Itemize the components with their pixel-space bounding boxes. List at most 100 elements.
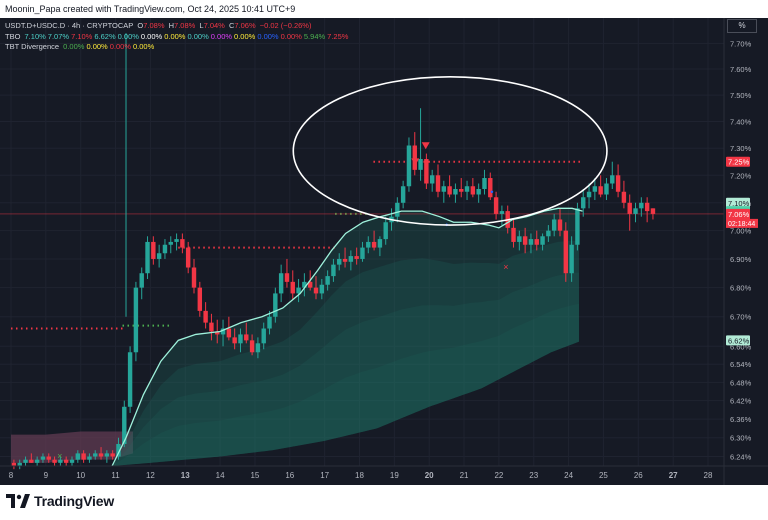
legend-tbo-value: 7.07% <box>47 31 70 41</box>
candle-body <box>517 236 522 242</box>
candle-body <box>650 208 656 214</box>
candle-body <box>220 328 226 335</box>
price-scale[interactable] <box>724 18 768 485</box>
candle-body <box>395 202 400 217</box>
signal-marker: ● <box>490 189 494 195</box>
legend-tbo-value: 7.10% <box>24 31 46 41</box>
candle-body <box>302 281 307 288</box>
candle-body <box>226 328 232 338</box>
legend-tbo-value: 0.00% <box>280 31 302 41</box>
signal-marker: × <box>57 451 62 461</box>
legend-tbt-value: 0.00% <box>109 42 131 51</box>
candle-body <box>325 276 330 285</box>
chart-header: Moonin_Papa created with TradingView.com… <box>0 0 768 18</box>
legend-tbt-value: 0.00% <box>63 42 85 51</box>
candle-body <box>162 244 168 254</box>
time-tick-label: 26 <box>634 471 643 480</box>
time-tick-label: 27 <box>669 471 678 480</box>
candle-body <box>255 343 261 353</box>
candle-body <box>145 241 150 274</box>
candle-body <box>307 281 313 288</box>
chart-area[interactable]: USDT.D+USDC.D · 4h · CRYPTOCAP O7.08% H7… <box>0 18 768 485</box>
candle-body <box>215 331 220 335</box>
legend-tbo-row[interactable]: TBO 7.10% 7.07% 7.10% 6.62% 0.00% 0.00% 0.00% 0… <box>5 32 350 43</box>
price-tick-label: 6.70% <box>730 313 752 322</box>
candle-body <box>627 202 632 214</box>
legend-open: 7.08% <box>143 21 165 30</box>
candle-body <box>546 230 551 237</box>
candle-body <box>261 328 266 344</box>
candle-body <box>331 264 336 277</box>
time-tick-label: 21 <box>460 471 469 480</box>
legend-tbo-value: 0.00% <box>234 31 256 41</box>
candle-body <box>639 202 644 209</box>
candle-body <box>464 186 470 192</box>
time-tick-label: 22 <box>494 471 503 480</box>
price-tick-label: 7.60% <box>730 65 752 74</box>
time-tick-label: 13 <box>181 471 190 480</box>
candle-body <box>412 145 417 170</box>
legend-tbo-value: 5.94% <box>303 31 326 41</box>
candle-body <box>354 256 359 259</box>
candle-body <box>180 239 185 248</box>
price-tag <box>726 335 750 346</box>
legend-tbt-value: 0.00% <box>133 42 155 51</box>
candle-body <box>203 310 208 323</box>
candle-body <box>139 273 144 288</box>
candle-body <box>17 462 22 466</box>
candle-body <box>296 287 301 294</box>
candle-body <box>377 239 383 248</box>
candle-body <box>534 239 539 245</box>
candle-body <box>267 316 272 329</box>
tbo-band-layer <box>112 303 580 466</box>
price-chart[interactable]: ××●●7.70%7.60%7.50%7.40%7.30%7.20%7.10%7… <box>0 18 768 485</box>
tradingview-logo[interactable]: TradingView <box>6 493 114 509</box>
candle-body <box>453 188 458 195</box>
candle-body <box>63 459 69 463</box>
sell-signal-triangle <box>411 158 420 166</box>
candle-body <box>598 186 603 195</box>
legend-symbol-row[interactable]: USDT.D+USDC.D · 4h · CRYPTOCAP O7.08% H7… <box>5 21 350 32</box>
legend-low-label: L <box>199 21 204 30</box>
price-tick-label: 6.42% <box>730 397 752 406</box>
tradingview-logo-icon <box>6 494 30 508</box>
candle-body <box>185 247 191 268</box>
time-tick-label: 10 <box>76 471 85 480</box>
candle-body <box>40 456 46 460</box>
time-tick-label: 25 <box>599 471 608 480</box>
price-tick-label: 6.90% <box>730 255 752 264</box>
time-tick-label: 12 <box>146 471 155 480</box>
time-tick-label: 14 <box>216 471 225 480</box>
time-tick-label: 16 <box>285 471 294 480</box>
price-tick-label: 6.36% <box>730 415 752 424</box>
candle-body <box>23 459 28 463</box>
legend-tbt-row[interactable]: TBT Divergence 0.00% 0.00% 0.00% 0.00% <box>5 42 350 53</box>
candle-body <box>424 158 429 184</box>
candle-body <box>476 188 481 195</box>
price-tick-label: 7.00% <box>730 227 752 236</box>
candle-body <box>81 453 86 460</box>
legend-low: 7.04% <box>203 21 225 30</box>
countdown-tag <box>726 218 758 228</box>
legend-open-label: O <box>137 21 144 30</box>
tbo-band-layer <box>112 272 580 466</box>
scale-mode-button[interactable]: % <box>727 19 757 33</box>
legend-tbo-value: 0.00% <box>140 31 163 41</box>
candle-body <box>429 175 435 184</box>
legend-tbo-value: 6.62% <box>94 31 116 41</box>
candle-body <box>156 253 162 259</box>
price-tag-label: 7.06% <box>728 210 750 219</box>
candle-body <box>435 175 441 192</box>
legend-tbo-value: 0.00% <box>164 31 186 41</box>
candle-body <box>238 334 243 344</box>
price-tick-label: 6.24% <box>730 453 752 462</box>
legend-tbo-value: 0.00% <box>187 31 209 41</box>
candle-body <box>244 334 249 341</box>
candle-body <box>278 273 284 294</box>
legend-tbo-value: 7.25% <box>327 31 349 41</box>
candle-body <box>174 239 179 242</box>
time-tick-label: 15 <box>250 471 259 480</box>
candle-body <box>621 191 627 203</box>
candle-body <box>110 453 115 457</box>
candle-body <box>249 340 255 353</box>
